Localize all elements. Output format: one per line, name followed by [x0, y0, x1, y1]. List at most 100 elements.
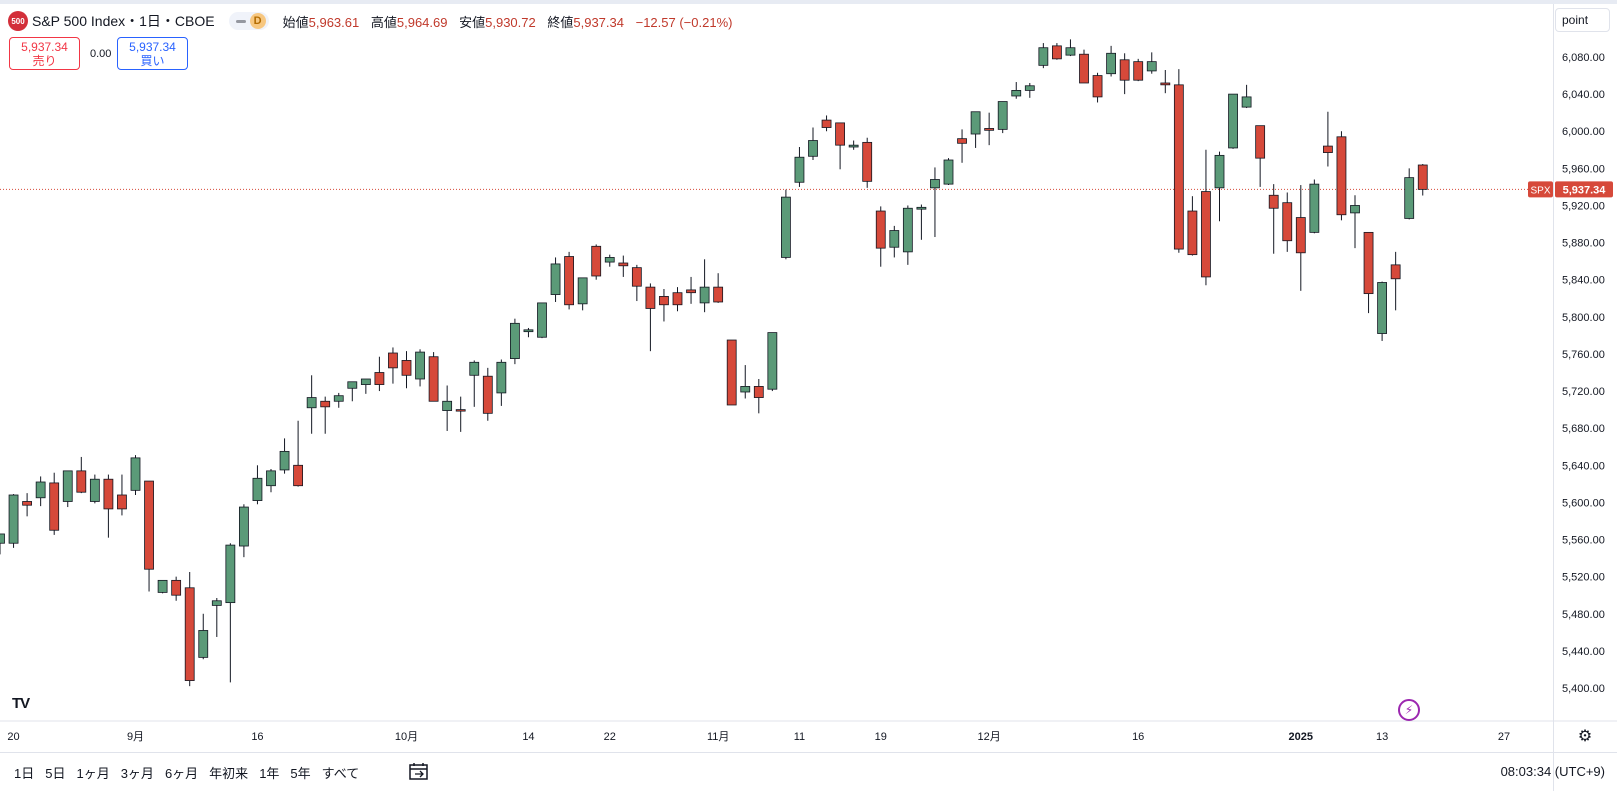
candle-body [1119, 59, 1130, 81]
candle-body [293, 464, 304, 487]
candle-body [428, 356, 439, 402]
y-tick-label: 5,440.00 [1562, 646, 1605, 658]
candle-body [781, 196, 791, 258]
candle-body [415, 351, 425, 380]
period-button-1[interactable]: 5日 [45, 766, 66, 781]
candle-body [1241, 96, 1252, 108]
x-tick-label: 16 [251, 731, 263, 743]
period-button-3[interactable]: 3ヶ月 [120, 766, 154, 781]
candle-body [89, 478, 100, 502]
period-button-6[interactable]: 1年 [259, 766, 280, 781]
y-tick-label: 5,560.00 [1562, 535, 1605, 547]
market-status-pill[interactable]: D [228, 12, 269, 30]
candle-body [767, 332, 778, 390]
y-tick-label: 5,920.00 [1562, 200, 1605, 212]
y-tick-label: 5,480.00 [1562, 609, 1605, 621]
y-tick-label: 5,880.00 [1562, 238, 1605, 250]
candle-body [252, 477, 263, 501]
x-tick-label: 9月 [127, 731, 144, 743]
period-button-7[interactable]: 5年 [290, 766, 311, 781]
unit-button[interactable]: point [1555, 8, 1610, 32]
gear-icon[interactable]: ⚙ [1577, 728, 1593, 745]
period-button-5[interactable]: 年初来 [209, 766, 249, 781]
candle-body [1255, 125, 1266, 159]
sell-label: 売り [32, 53, 57, 68]
period-button-4[interactable]: 6ヶ月 [164, 766, 199, 781]
buy-button[interactable]: 5,937.34 買い [117, 37, 188, 70]
candle-body [1065, 47, 1076, 56]
symbol-title[interactable]: S&P 500 Index・1日・CBOE [32, 13, 215, 29]
candle-body [1038, 47, 1049, 66]
candle-body [360, 378, 371, 385]
candle-body [347, 381, 358, 389]
candle-body [1024, 85, 1035, 91]
timezone-clock[interactable]: 08:03:34 (UTC+9) [1500, 764, 1605, 779]
high-value: 5,964.69 [396, 14, 448, 30]
x-tick-label: 27 [1498, 731, 1510, 743]
candle-body [808, 140, 818, 157]
candle-body [645, 286, 656, 309]
period-button-2[interactable]: 1ヶ月 [76, 766, 110, 781]
candle-body [957, 138, 967, 144]
candle-body [1309, 183, 1320, 233]
bottom-toolbar: 1日 5日 1ヶ月 3ヶ月 6ヶ月 年初来 1年 5年 すべて 08:03:34 (UTC+9) [0, 752, 1617, 792]
period-button-0[interactable]: 1日 [14, 766, 35, 781]
candle-body [1079, 53, 1089, 84]
candle-body [1295, 217, 1306, 254]
candle-body [1228, 93, 1238, 149]
candle-body [848, 144, 859, 148]
candle-body [509, 322, 520, 359]
candle-body [211, 600, 222, 606]
candle-body [184, 587, 195, 681]
open-label: 始値 [282, 14, 309, 30]
candle-body [130, 457, 141, 491]
lightning-icon[interactable]: ⚡ [1398, 699, 1420, 721]
price-scale-border [1553, 4, 1554, 791]
candle-body [835, 122, 845, 146]
candle-body [984, 128, 995, 131]
candle-body [0, 533, 5, 544]
candle-body [564, 256, 574, 306]
date-range-icon[interactable] [408, 762, 430, 782]
candle-body [1160, 82, 1171, 86]
sell-price: 5,937.34 [21, 39, 68, 54]
price-axis: 5,400.00 5,440.00 5,480.00 5,520.00 5,560.00… [1528, 52, 1613, 695]
candle-body [970, 111, 981, 135]
candle-body [171, 579, 182, 596]
delayed-badge: D [249, 13, 266, 29]
candle-body [238, 506, 249, 547]
tradingview-logo-icon[interactable]: TV [12, 695, 30, 712]
candle-body [1417, 164, 1428, 190]
candle-body [726, 339, 737, 406]
candle-body [1282, 202, 1293, 242]
x-tick-label: 11月 [707, 731, 729, 743]
candle-body [1377, 282, 1387, 334]
candle-body [1350, 205, 1360, 214]
y-tick-label: 6,040.00 [1562, 89, 1605, 101]
x-tick-label: 2025 [1289, 731, 1313, 743]
y-tick-label: 5,680.00 [1562, 423, 1605, 435]
y-tick-label: 6,000.00 [1562, 126, 1605, 138]
candle-body [1052, 45, 1062, 60]
candle-body [76, 470, 87, 493]
y-tick-label: 5,520.00 [1562, 572, 1605, 584]
candle-body [1146, 61, 1157, 72]
candle-body [496, 361, 507, 394]
candle-body [1404, 177, 1415, 219]
candle-body [35, 481, 46, 499]
close-label: 終値 [547, 14, 574, 30]
candle-body [659, 296, 669, 306]
low-label: 安値 [459, 14, 486, 30]
candle-body [320, 400, 331, 408]
y-tick-label: 5,640.00 [1562, 460, 1605, 472]
ohlc-values: 始値5,963.61 高値5,964.69 安値5,930.72 終値5,937… [283, 12, 733, 31]
symbol-legend[interactable]: 500 S&P 500 Index・1日・CBOE D 始値5,963.61 高… [8, 11, 732, 31]
low-value: 5,930.72 [485, 14, 536, 30]
candle-body [388, 352, 398, 369]
sell-button[interactable]: 5,937.34 売り [9, 37, 80, 70]
period-button-8[interactable]: すべて [321, 766, 360, 781]
candle-body [374, 372, 385, 385]
x-tick-label: 11 [794, 731, 805, 743]
last-price-label: 5,937.34 [1563, 184, 1607, 196]
